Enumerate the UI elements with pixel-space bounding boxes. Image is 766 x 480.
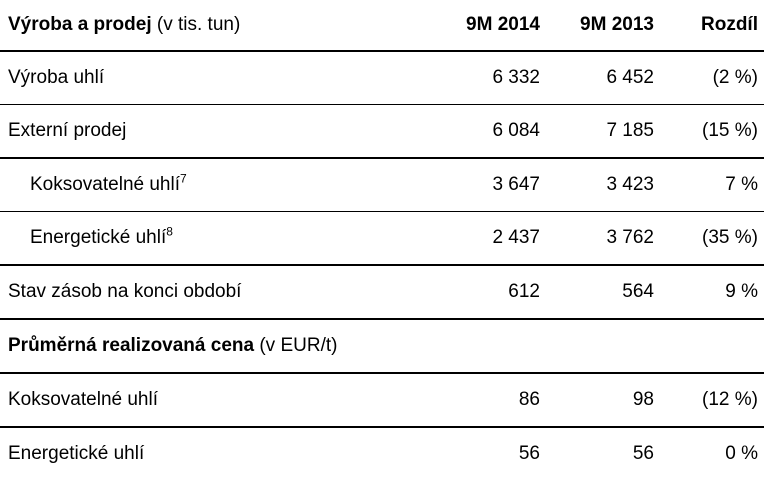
value-2014: 3 647 bbox=[420, 158, 544, 212]
section-title: Výroba a prodej (v tis. tun) bbox=[0, 0, 420, 52]
section-title-unit: (v tis. tun) bbox=[156, 14, 241, 35]
value-2013: 3 423 bbox=[544, 158, 658, 212]
value-2014: 56 bbox=[518, 443, 540, 464]
section-header-row: Průměrná realizovaná cena (v EUR/t) bbox=[0, 319, 764, 374]
row-label-cell: Koksovatelné uhlí7 bbox=[0, 158, 420, 212]
row-label-cell: Energetické uhlí8 bbox=[0, 211, 420, 266]
table-header-row: Výroba a prodej (v tis. tun) 9M 2014 9M … bbox=[0, 0, 764, 52]
row-label: Externí prodej bbox=[0, 104, 420, 159]
table-row: Koksovatelné uhlí 86 98 (12 %) bbox=[0, 373, 764, 428]
section-title-bold: Výroba a prodej bbox=[8, 14, 152, 35]
value-2013: 3 762 bbox=[544, 211, 658, 266]
section2-title-unit: (v EUR/t) bbox=[259, 335, 338, 356]
section2-title-bold: Průměrná realizovaná cena bbox=[8, 335, 255, 356]
value-2014: 6 332 bbox=[420, 51, 544, 105]
row-label: Koksovatelné uhlí bbox=[30, 174, 180, 195]
value-2013: 98 bbox=[544, 373, 658, 428]
column-header-2014: 9M 2014 bbox=[420, 0, 544, 52]
row-label: Výroba uhlí bbox=[0, 51, 420, 105]
value-2014: 6 084 bbox=[420, 104, 544, 159]
row-label: Energetické uhlí bbox=[30, 227, 167, 248]
value-difference: (35 %) bbox=[658, 211, 764, 266]
value-2014: 612 bbox=[420, 265, 544, 320]
row-label: Koksovatelné uhlí bbox=[0, 373, 420, 428]
value-difference: 0 % bbox=[725, 443, 758, 464]
value-difference: (2 %) bbox=[658, 51, 764, 105]
column-header-difference: Rozdíl bbox=[658, 0, 764, 52]
value-2014: 86 bbox=[420, 373, 544, 428]
row-label: Stav zásob na konci období bbox=[0, 265, 420, 320]
table-row: Externí prodej 6 084 7 185 (15 %) bbox=[0, 104, 764, 159]
value-2013: 564 bbox=[544, 265, 658, 320]
table-row: Výroba uhlí 6 332 6 452 (2 %) bbox=[0, 51, 764, 105]
value-2013: 56 bbox=[632, 443, 654, 464]
row-label: Energetické uhlí bbox=[8, 443, 145, 464]
column-header-2013: 9M 2013 bbox=[544, 0, 658, 52]
table-row: Energetické uhlí 56 56 0 % bbox=[0, 427, 764, 480]
value-difference: (12 %) bbox=[658, 373, 764, 428]
table-row: Energetické uhlí8 2 437 3 762 (35 %) bbox=[0, 211, 764, 266]
value-difference: (15 %) bbox=[658, 104, 764, 159]
table-row: Koksovatelné uhlí7 3 647 3 423 7 % bbox=[0, 158, 764, 212]
value-difference: 9 % bbox=[658, 265, 764, 320]
footnote-marker: 7 bbox=[180, 171, 187, 186]
table-row: Stav zásob na konci období 612 564 9 % bbox=[0, 265, 764, 320]
footnote-marker: 8 bbox=[166, 224, 173, 239]
value-difference: 7 % bbox=[658, 158, 764, 212]
value-2014: 2 437 bbox=[420, 211, 544, 266]
section2-title: Průměrná realizovaná cena (v EUR/t) bbox=[0, 319, 764, 374]
value-2013: 7 185 bbox=[544, 104, 658, 159]
value-2013: 6 452 bbox=[544, 51, 658, 105]
